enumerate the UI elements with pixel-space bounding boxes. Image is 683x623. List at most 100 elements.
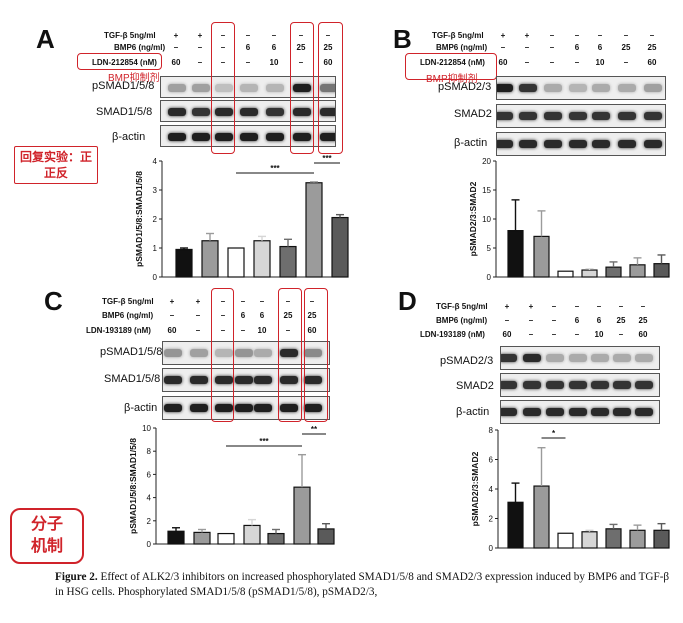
- a-blot2-band-4: [266, 133, 284, 141]
- a-blot0-band-4: [266, 84, 284, 92]
- b-blot1-band-0: [497, 112, 513, 120]
- d-cell-r2-c0: 60: [502, 330, 512, 339]
- b-blot1-band-2: [544, 112, 562, 120]
- b-ytick-label-0: 0: [487, 273, 492, 282]
- c-cell-r1-c2: –: [220, 311, 226, 320]
- a-bar-2: [227, 247, 245, 278]
- d-blot1-band-3: [569, 381, 587, 389]
- c-blot0-band-1: [190, 349, 208, 357]
- b-cell-r2-c0: 60: [498, 58, 508, 67]
- c-bar-3: [243, 524, 261, 545]
- d-cell-r0-c4: –: [596, 302, 602, 311]
- d-bar-5: [629, 529, 646, 549]
- c-blot2-band-2: [215, 404, 233, 412]
- b-blot0-band-0: [497, 84, 513, 92]
- c-bar-2: [217, 532, 235, 545]
- a-blot2-band-0: [168, 133, 186, 141]
- d-bar-6: [653, 529, 670, 549]
- b-cell-r1-c6: 25: [647, 43, 657, 52]
- b-bar-chart: 0 5 10 15 20 pSMAD2/3:SMAD2: [468, 157, 670, 282]
- a-ytick-label-1: 1: [153, 244, 158, 253]
- d-cell-r0-c6: –: [640, 302, 646, 311]
- b-blot0-band-1: [519, 84, 537, 92]
- c-blot2-band-3: [235, 404, 253, 412]
- b-bar-0: [507, 229, 524, 278]
- b-blot2-band-0: [497, 140, 513, 148]
- c-cell-r0-c3: –: [240, 297, 246, 306]
- d-cell-r1-c3: 6: [574, 316, 580, 325]
- d-row-tgf-label: TGF-β 5ng/ml: [436, 302, 488, 311]
- d-blot-actin: [500, 400, 660, 424]
- d-blot1-band-4: [591, 381, 609, 389]
- a-y-axis-label: pSMAD1/5/8:SMAD1/5/8: [134, 171, 144, 267]
- a-row-bmp6-label: BMP6 (ng/ml): [114, 43, 166, 52]
- c-blot-label-smad158: SMAD1/5/8: [104, 373, 161, 385]
- figure-caption-text: Effect of ALK2/3 inhibitors on increased…: [55, 571, 670, 598]
- b-blot2-band-4: [592, 140, 610, 148]
- a-row-tgf-label: TGF-β 5ng/ml: [104, 31, 156, 40]
- c-blot1-band-2: [215, 376, 233, 384]
- a-cell-r2-c5: –: [298, 58, 304, 67]
- b-ytick-label-2: 10: [482, 215, 491, 224]
- b-bar-2: [557, 270, 574, 278]
- c-sig-label-0: ***: [259, 437, 269, 446]
- b-cell-r1-c4: 6: [597, 43, 603, 52]
- d-bar-4: [605, 528, 622, 549]
- c-cell-r2-c1: –: [195, 326, 201, 335]
- b-cell-r2-c2: –: [549, 58, 555, 67]
- d-cell-r1-c6: 25: [638, 316, 648, 325]
- d-bar-3: [581, 531, 598, 549]
- c-cell-r1-c4: 6: [259, 311, 265, 320]
- b-blot2-band-5: [618, 140, 636, 148]
- a-ytick-label-4: 4: [153, 157, 158, 166]
- d-ytick-label-1: 2: [489, 515, 494, 524]
- d-y-axis-label: pSMAD2/3:SMAD2: [470, 451, 480, 526]
- c-cell-r0-c1: +: [195, 297, 201, 306]
- c-row-bmp6-label: BMP6 (ng/ml): [102, 311, 154, 320]
- c-ytick-label-5: 10: [142, 424, 151, 433]
- a-blot-label-smad158: SMAD1/5/8: [96, 106, 153, 118]
- a-blot1-band-5: [293, 108, 311, 116]
- a-blot-smad158: [160, 100, 336, 122]
- a-bar-0: [175, 248, 193, 278]
- logo-line-2: 机制: [30, 538, 63, 555]
- c-blot0-band-3: [235, 349, 253, 357]
- panel-label-b: B: [393, 24, 412, 54]
- review-note: 回复实验：正正反: [14, 146, 98, 184]
- d-blot2-band-6: [635, 408, 653, 416]
- c-blot1-band-0: [164, 376, 182, 384]
- c-row-ldn-label: LDN-193189 (nM): [86, 326, 151, 335]
- b-bar-6: [653, 263, 670, 278]
- c-cell-r0-c5: –: [285, 297, 291, 306]
- a-blot1-band-2: [215, 108, 233, 116]
- d-blot1-band-1: [523, 381, 541, 389]
- d-blot1-band-5: [613, 381, 631, 389]
- d-blot2-band-2: [546, 408, 564, 416]
- c-cell-r1-c6: 25: [307, 311, 317, 320]
- a-blot1-band-0: [168, 108, 186, 116]
- b-blot1-band-6: [644, 112, 662, 120]
- a-cell-r1-c6: 25: [323, 43, 333, 52]
- c-ytick-label-2: 4: [147, 494, 152, 503]
- a-cell-r1-c3: 6: [245, 43, 251, 52]
- a-blot2-band-6: [320, 133, 335, 141]
- c-blot1-band-3: [235, 376, 253, 384]
- c-blot-label-psmad158: pSMAD1/5/8: [100, 346, 163, 358]
- c-blot2-band-0: [164, 404, 182, 412]
- d-bar-2: [557, 532, 574, 549]
- panel-label-d: D: [398, 286, 417, 316]
- a-ytick-label-2: 2: [153, 215, 158, 224]
- d-blot0-band-6: [635, 354, 653, 362]
- d-ytick-label-2: 4: [489, 485, 494, 494]
- c-cell-r2-c6: 60: [307, 326, 317, 335]
- c-cell-r1-c3: 6: [240, 311, 246, 320]
- a-ytick-label-3: 3: [153, 186, 158, 195]
- d-cell-r2-c5: –: [618, 330, 624, 339]
- b-blot1-band-3: [569, 112, 587, 120]
- b-ytick-label-4: 20: [482, 157, 491, 166]
- b-blot0-band-5: [618, 84, 636, 92]
- d-cell-r2-c6: 60: [638, 330, 648, 339]
- b-row-bmp6-label: BMP6 (ng/ml): [436, 43, 488, 52]
- a-bar-3: [253, 240, 271, 278]
- a-cell-r0-c2: –: [220, 31, 226, 40]
